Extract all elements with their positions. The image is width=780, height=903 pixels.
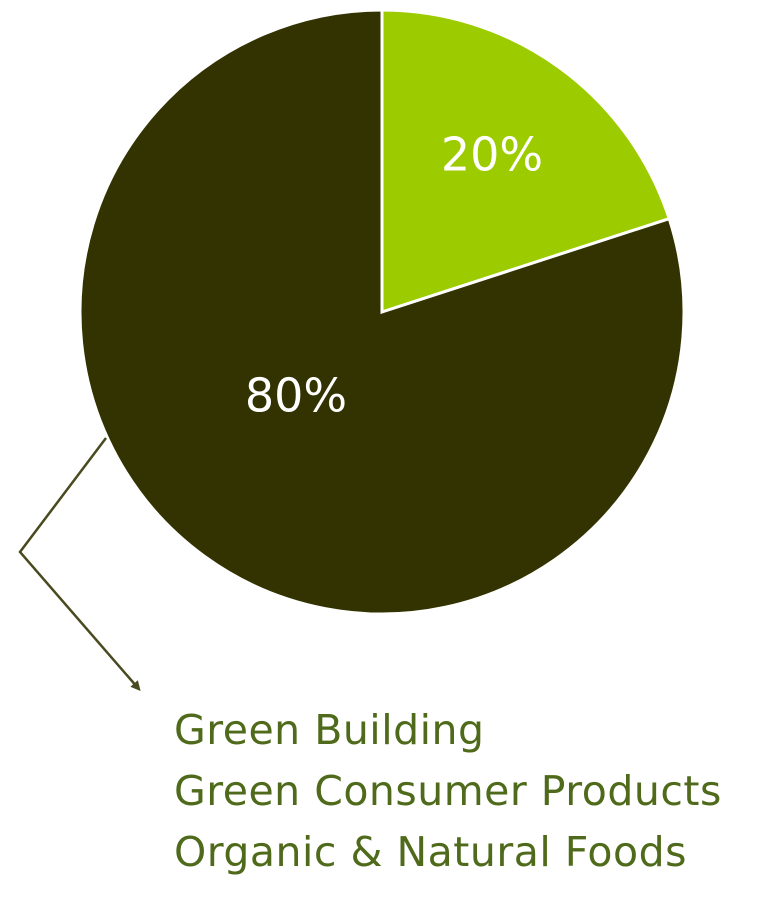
pie-slice-80 <box>78 8 686 616</box>
pie-slice-20 <box>380 8 672 315</box>
annotation-item-organic-natural-foods: Organic & Natural Foods <box>174 828 687 876</box>
pie-slice-labels: 20% 80% <box>245 128 543 423</box>
annotation-list: Green Building Green Consumer Products O… <box>174 700 722 883</box>
pie-slices <box>78 8 686 616</box>
slice-label-80: 80% <box>245 369 347 423</box>
annotation-item-green-consumer-products: Green Consumer Products <box>174 767 722 815</box>
annotation-item-green-building: Green Building <box>174 706 485 754</box>
slice-label-20: 20% <box>441 128 543 182</box>
callout-arrow <box>18 437 141 692</box>
